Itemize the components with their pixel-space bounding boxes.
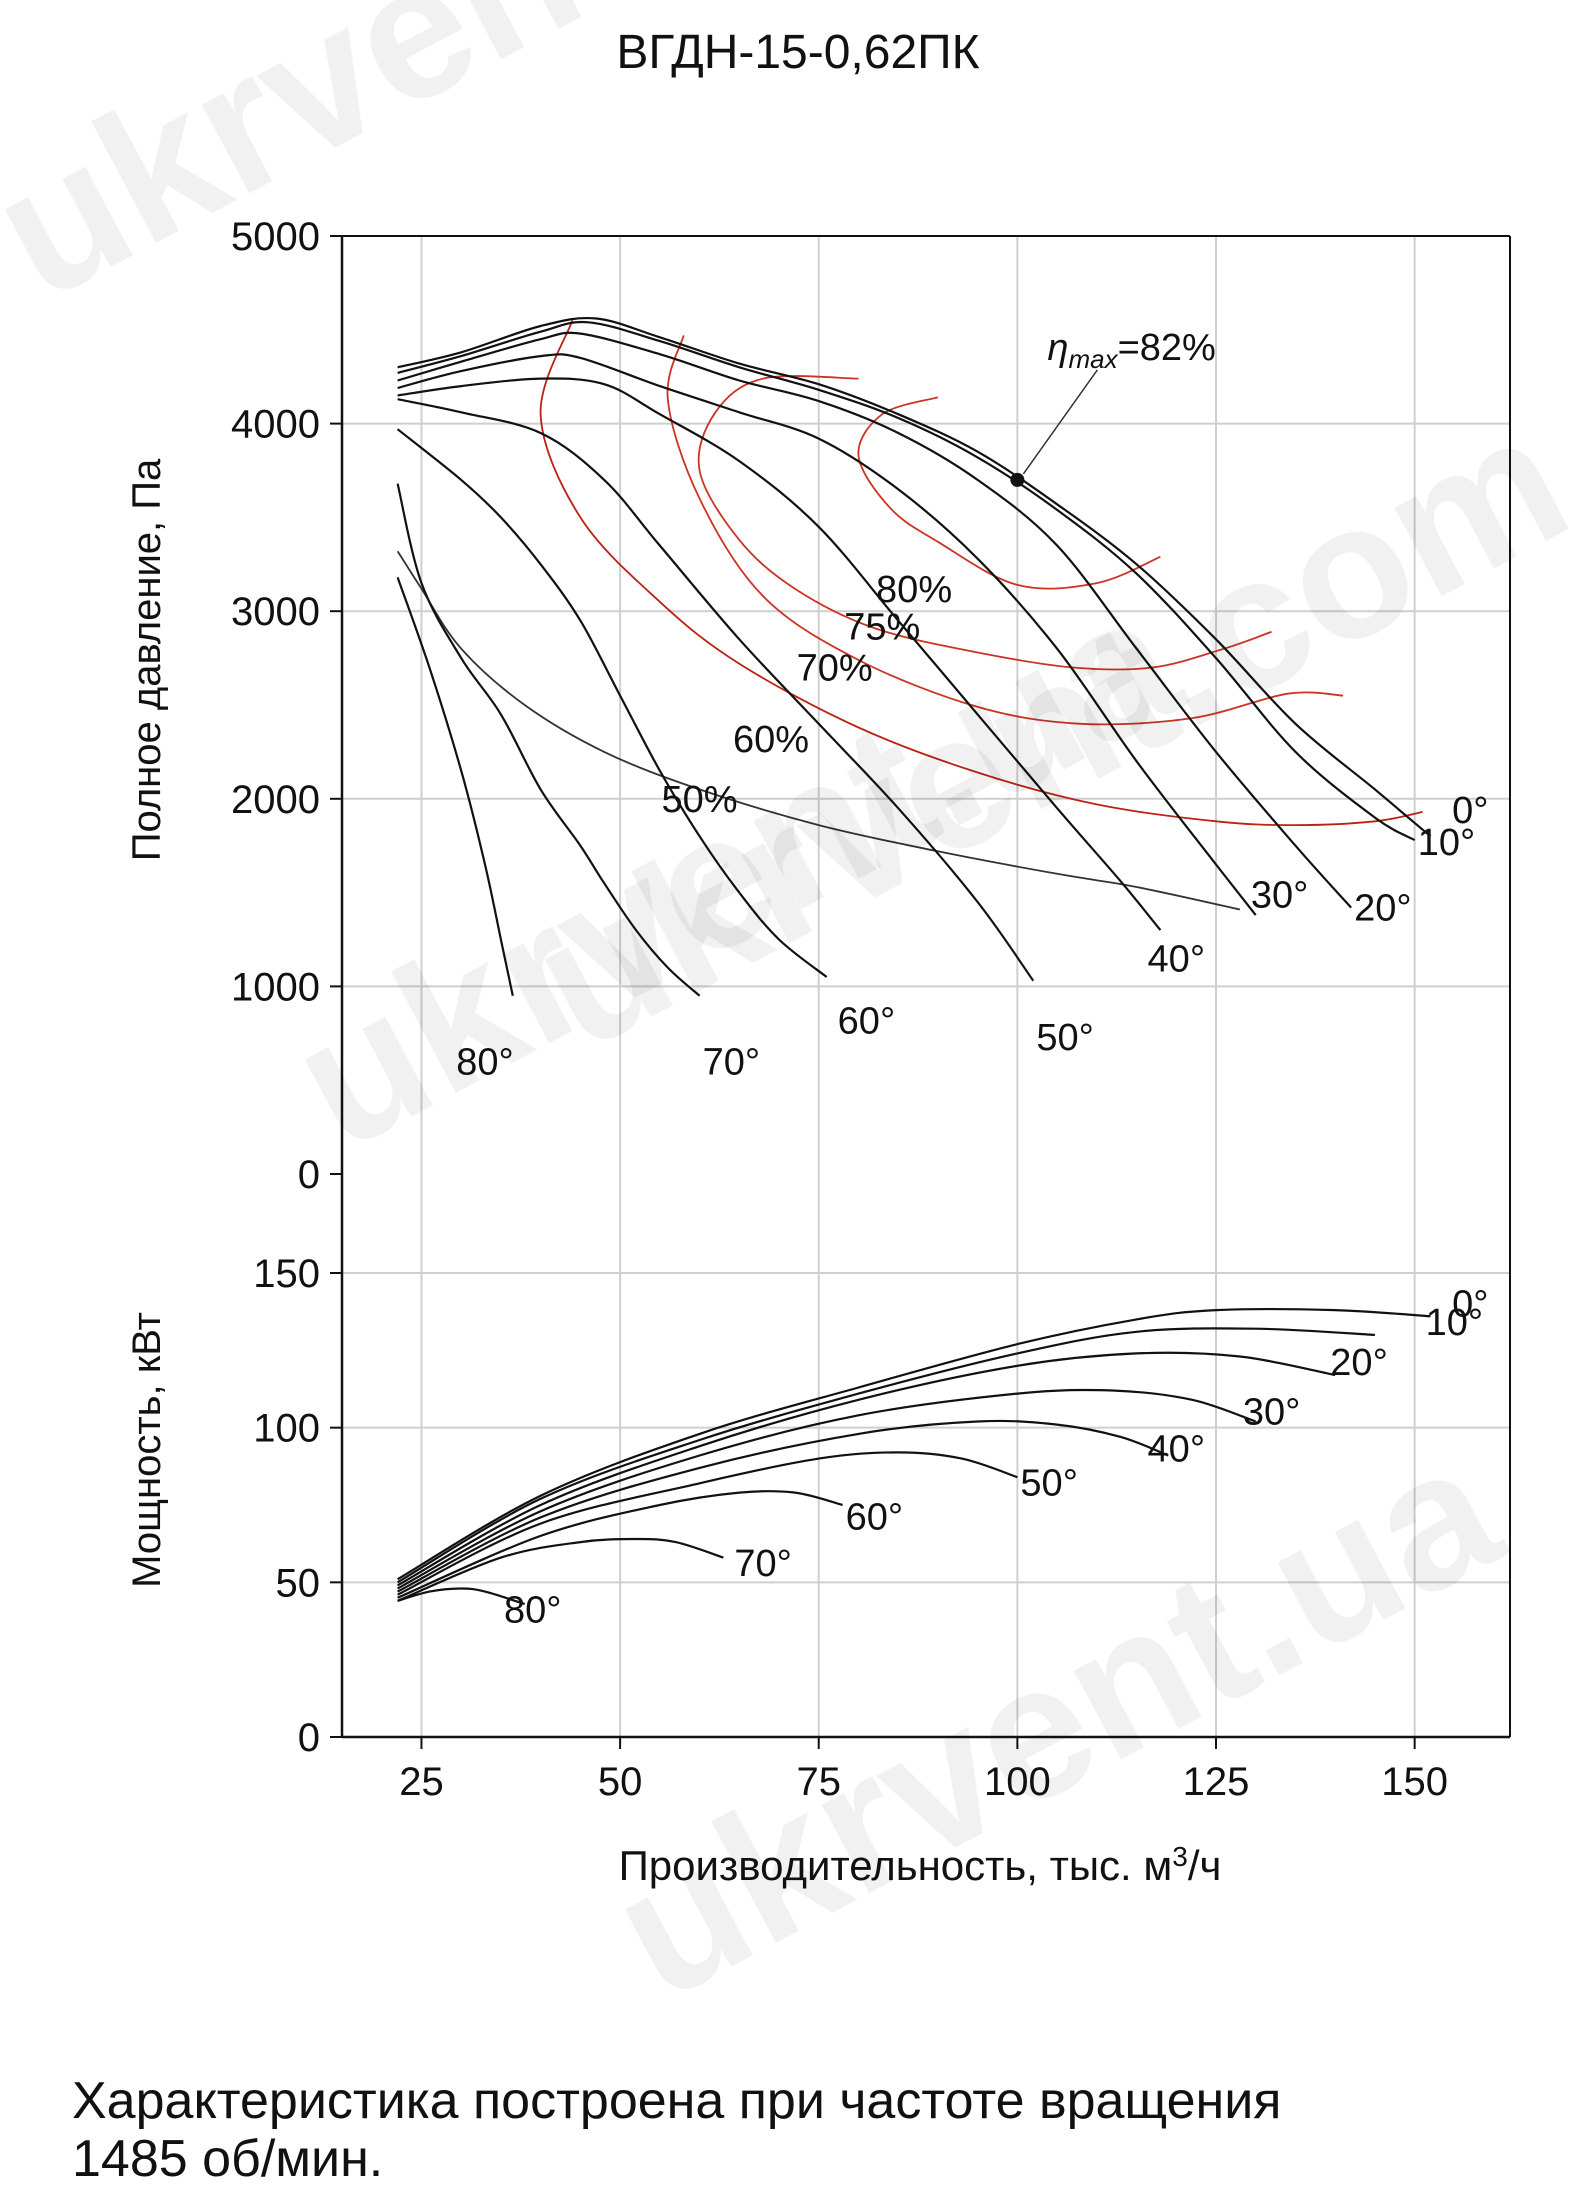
pressure-curve-label: 30° xyxy=(1251,875,1308,917)
power-curve-label: 80° xyxy=(504,1590,561,1632)
pressure-tick-label: 3000 xyxy=(231,590,320,634)
efficiency-label: 80% xyxy=(876,569,952,611)
pressure-curve xyxy=(396,428,828,978)
pressure-tick-label: 1000 xyxy=(231,965,320,1009)
x-axis-label: Производительность, тыс. м3/ч xyxy=(619,1841,1222,1889)
eta-max-label: ηmax=82% xyxy=(1047,327,1215,374)
pressure-tick-label: 4000 xyxy=(231,403,320,447)
power-axis-label: Мощность, кВт xyxy=(125,1312,169,1588)
power-curve xyxy=(397,1451,1018,1596)
power-curve xyxy=(397,1308,1431,1581)
power-curve-label: 50° xyxy=(1020,1463,1077,1505)
footnote: Характеристика построена при частоте вра… xyxy=(72,2072,1552,2188)
efficiency-curves xyxy=(396,320,1423,911)
pressure-curve xyxy=(397,316,1432,838)
power-curve-label: 60° xyxy=(846,1497,903,1539)
curve-labels: 80%75%70%60%50% 0°10°20°30°40°50°60°70°80… xyxy=(456,327,1488,1632)
eta-max-leader xyxy=(1022,369,1098,475)
efficiency-curve xyxy=(666,335,1344,726)
pressure-tick-label: 0 xyxy=(298,1153,320,1197)
power-curve-label: 70° xyxy=(734,1543,791,1585)
pressure-curve xyxy=(397,353,1257,916)
efficiency-curve xyxy=(857,396,1161,590)
efficiency-curve xyxy=(697,375,1272,671)
pressure-curve-label: 80° xyxy=(456,1042,513,1084)
pressure-tick-label: 5000 xyxy=(231,215,320,259)
x-tick-label: 125 xyxy=(1183,1760,1250,1804)
x-tick-label: 50 xyxy=(598,1760,643,1804)
pressure-curve xyxy=(397,320,1416,842)
power-curve xyxy=(397,1351,1336,1587)
pressure-curve xyxy=(397,377,1162,931)
efficiency-label: 50% xyxy=(662,779,738,821)
efficiency-curve xyxy=(396,550,1241,911)
x-tick-label: 25 xyxy=(399,1760,444,1804)
power-curve xyxy=(397,1537,724,1602)
efficiency-label: 70% xyxy=(797,648,873,690)
power-tick-label: 100 xyxy=(253,1407,320,1451)
x-tick-label: 100 xyxy=(984,1760,1051,1804)
power-curve xyxy=(397,1327,1375,1584)
power-curve xyxy=(397,1419,1169,1593)
power-tick-label: 0 xyxy=(298,1716,320,1760)
pressure-curve-label: 50° xyxy=(1036,1017,1093,1059)
axes: 0 1000 2000 3000 4000 5000 0 50 100 150 25 50 75 100 1… xyxy=(231,215,1511,1804)
pressure-curve-label: 10° xyxy=(1418,822,1475,864)
efficiency-label: 75% xyxy=(844,606,920,648)
pressure-curve-label: 40° xyxy=(1148,938,1205,980)
power-curve-label: 10° xyxy=(1426,1302,1483,1344)
chart-title: ВГДН-15-0,62ПК xyxy=(616,26,979,79)
pressure-curve-label: 20° xyxy=(1354,888,1411,930)
pressure-curve xyxy=(396,483,701,997)
pressure-curve xyxy=(397,331,1352,909)
x-tick-label: 150 xyxy=(1381,1760,1448,1804)
power-curve-label: 40° xyxy=(1148,1429,1205,1471)
eta-max-point xyxy=(1010,472,1025,487)
power-curve xyxy=(397,1388,1257,1590)
pressure-axis-label: Полное давление, Па xyxy=(125,458,169,861)
power-tick-label: 50 xyxy=(276,1561,321,1605)
power-curve xyxy=(397,1490,843,1599)
power-curve xyxy=(397,1587,526,1606)
efficiency-label: 60% xyxy=(733,719,809,761)
pressure-curve-label: 0° xyxy=(1452,790,1488,832)
footnote-line-1: Характеристика построена при частоте вра… xyxy=(72,2072,1282,2130)
footnote-line-2: 1485 об/мин. xyxy=(72,2130,384,2188)
pressure-tick-label: 2000 xyxy=(231,778,320,822)
pressure-curve-label: 70° xyxy=(703,1042,760,1084)
pressure-curve xyxy=(396,577,514,997)
power-tick-label: 150 xyxy=(253,1252,320,1296)
power-curve-label: 0° xyxy=(1452,1283,1488,1325)
power-curve-label: 30° xyxy=(1243,1392,1300,1434)
power-curve-label: 20° xyxy=(1330,1342,1387,1384)
x-tick-label: 75 xyxy=(796,1760,841,1804)
pressure-curve xyxy=(397,398,1035,982)
pressure-and-power-curves xyxy=(396,316,1432,1606)
efficiency-curve xyxy=(539,320,1423,827)
pressure-curve-label: 60° xyxy=(838,1000,895,1042)
